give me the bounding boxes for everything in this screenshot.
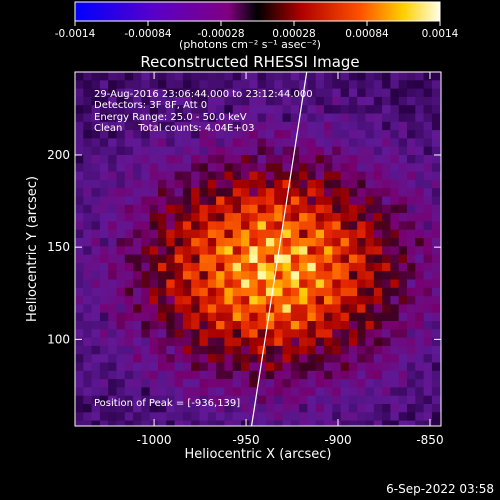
x-axis-label: Heliocentric X (arcsec) (185, 447, 332, 462)
solar-limb-line (250, 72, 308, 426)
colorbar-units-label: (photons cm⁻² s⁻¹ asec⁻²) (179, 38, 321, 51)
colorbar-tick-label: -0.00084 (124, 28, 172, 40)
info-line-clean: Clean Total counts: 4.04E+03 (94, 123, 255, 134)
peak-position-text: Position of Peak = [-936,139] (94, 398, 241, 409)
colorbar-gradient (74, 1, 441, 22)
info-line-time: 29-Aug-2016 23:06:44.000 to 23:12:44.000 (94, 89, 313, 100)
chart-title: Reconstructed RHESSI Image (140, 53, 360, 71)
y-tick-label: 100 (47, 332, 70, 346)
colorbar-tick-label: -0.0014 (55, 28, 96, 40)
plot-frame (74, 71, 442, 427)
x-tick-label: -1000 (137, 433, 172, 447)
colorbar-tick-label: 0.00028 (272, 28, 315, 40)
info-line-detectors: Detectors: 3F 8F, Att 0 (94, 100, 208, 111)
x-tick-label: -850 (416, 433, 443, 447)
y-axis-label: Heliocentric Y (arcsec) (25, 176, 40, 322)
info-line-energy: Energy Range: 25.0 - 50.0 keV (94, 112, 247, 123)
x-tick-label: -900 (324, 433, 351, 447)
timestamp: 6-Sep-2022 03:58 (386, 482, 494, 496)
colorbar: -0.0014 -0.00084 -0.00028 0.00028 0.00084 0.0… (55, 1, 459, 40)
x-tick-label: -950 (232, 433, 259, 447)
colorbar-tick-label: -0.00028 (197, 28, 244, 40)
colorbar-tick-label: 0.00084 (345, 28, 389, 40)
colorbar-tick-label: 0.0014 (422, 28, 459, 40)
y-tick-label: 200 (47, 148, 70, 162)
y-tick-label: 150 (47, 240, 70, 254)
